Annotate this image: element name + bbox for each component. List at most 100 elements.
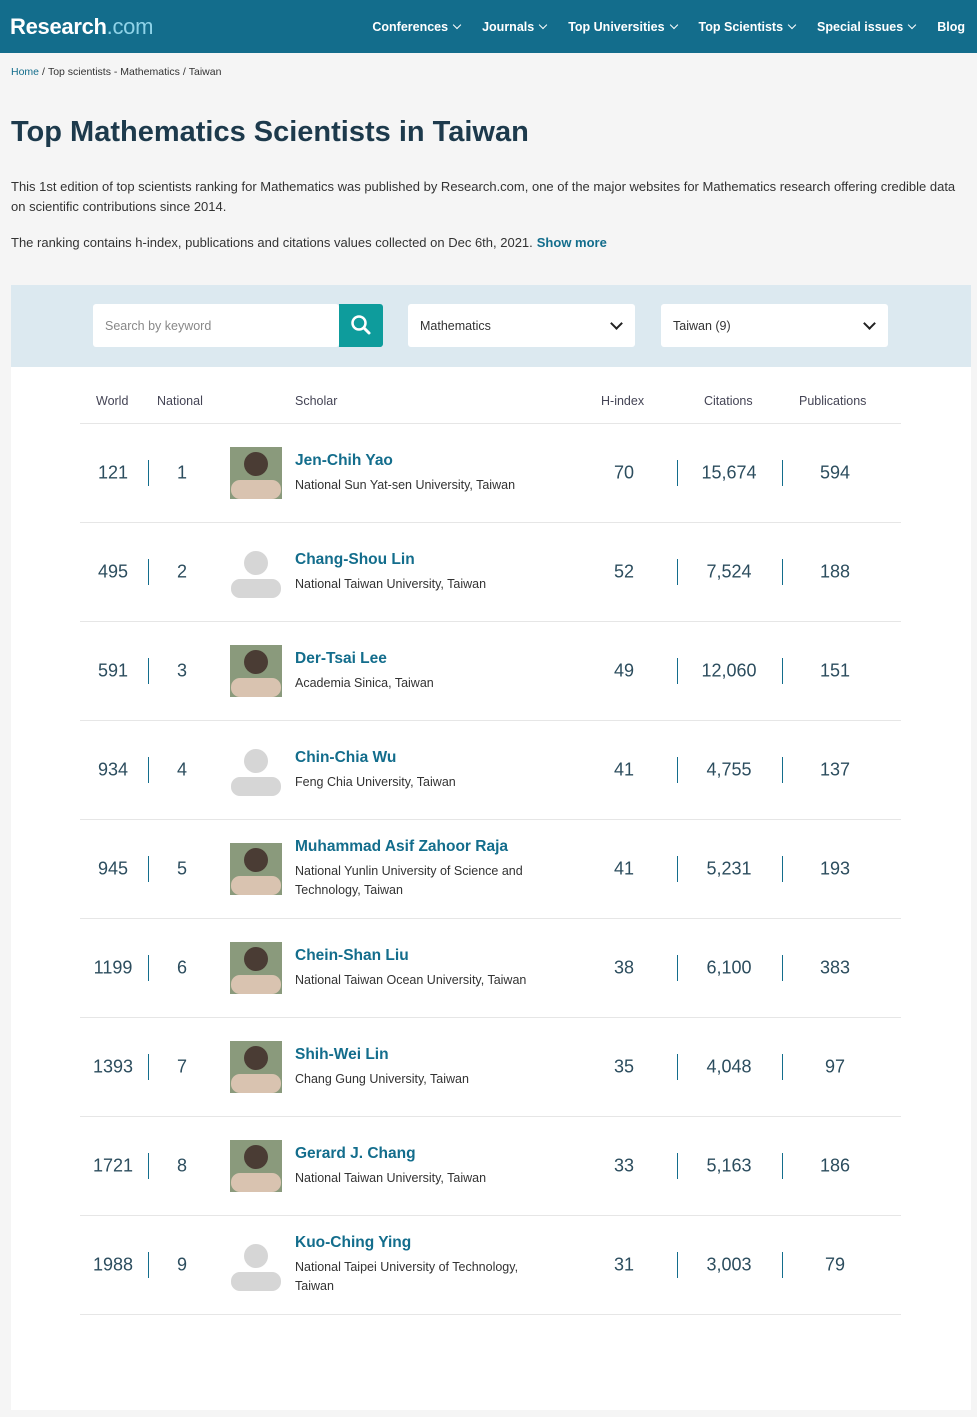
column-divider — [148, 955, 149, 981]
rank-world: 945 — [97, 858, 129, 879]
scholar-name[interactable]: Chin-Chia Wu — [295, 748, 397, 766]
rank-national: 2 — [176, 561, 188, 582]
avatar — [230, 843, 282, 895]
intro-paragraph: The ranking contains h-index, publicatio… — [11, 235, 607, 250]
nav-item[interactable]: Journals — [482, 20, 546, 34]
scholar-affiliation: Feng Chia University, Taiwan — [295, 774, 456, 789]
column-divider — [148, 1252, 149, 1278]
column-divider — [782, 955, 783, 981]
rank-world: 934 — [97, 759, 129, 780]
intro-paragraph: This 1st edition of top scientists ranki… — [11, 179, 956, 214]
rank-publications: 383 — [819, 957, 851, 978]
column-divider — [148, 460, 149, 486]
discipline-select[interactable]: Mathematics — [408, 304, 635, 347]
scholar-name[interactable]: Gerard J. Chang — [295, 1144, 416, 1162]
search-input[interactable]: Search by keyword — [93, 304, 339, 347]
breadcrumb-item: Taiwan — [188, 66, 222, 78]
nav-item[interactable]: Top Universities — [568, 20, 676, 34]
breadcrumb-item[interactable]: Home — [11, 66, 40, 78]
avatar-image — [230, 645, 282, 697]
table-row: 934 4 41 4,755 137 Chin-Chia Wu Feng Chia Univ… — [80, 721, 901, 820]
nav-item[interactable]: Conferences — [372, 20, 460, 34]
breadcrumb-item: Top scientists - Mathematics — [47, 66, 180, 78]
scholar-name[interactable]: Jen-Chih Yao — [295, 451, 393, 469]
rank-world: 495 — [97, 561, 129, 582]
column-divider — [782, 1252, 783, 1278]
rank-publications: 186 — [819, 1155, 851, 1176]
breadcrumb-separator: / — [182, 66, 186, 78]
column-divider — [782, 1153, 783, 1179]
scholar-affiliation: Academia Sinica, Taiwan — [295, 675, 434, 690]
rank-h-index: 41 — [613, 759, 635, 780]
rank-citations: 7,524 — [706, 561, 752, 582]
country-select[interactable]: Taiwan (9) — [661, 304, 888, 347]
rank-publications: 193 — [819, 858, 851, 879]
column-header: Publications — [799, 394, 867, 408]
scholar-name[interactable]: Shih-Wei Lin — [295, 1045, 389, 1063]
rank-h-index: 41 — [613, 858, 635, 879]
scholar-affiliation: National Yunlin University of Science an… — [295, 864, 523, 897]
show-more[interactable]: Show more — [536, 235, 607, 250]
column-divider — [677, 559, 678, 585]
search-button[interactable] — [339, 304, 383, 347]
column-divider — [782, 460, 783, 486]
scholar-affiliation: Chang Gung University, Taiwan — [295, 1071, 469, 1086]
column-divider — [677, 1054, 678, 1080]
column-divider — [782, 658, 783, 684]
column-divider — [782, 1054, 783, 1080]
search-icon — [351, 315, 371, 335]
table-row: 121 1 70 15,674 594 Jen-Chih Yao National Sun … — [80, 424, 901, 523]
rank-citations: 6,100 — [706, 957, 752, 978]
scholar-name[interactable]: Chein-Shan Liu — [295, 946, 409, 964]
table-row: 1721 8 33 5,163 186 Gerard J. Chang National T… — [80, 1117, 901, 1216]
rank-citations: 4,048 — [706, 1056, 752, 1077]
table-row: 1988 9 31 3,003 79 Kuo-Ching Ying National Tai… — [80, 1216, 901, 1315]
discipline-value: Mathematics — [420, 318, 491, 333]
nav: Conferences Journals Top Universities Top S… — [372, 0, 965, 53]
avatar — [230, 744, 282, 796]
avatar — [230, 1239, 282, 1291]
column-divider — [148, 559, 149, 585]
nav-item[interactable]: Special issues — [817, 20, 915, 34]
scholar-info: Gerard J. Chang National Taiwan Universit… — [295, 1145, 535, 1188]
avatar-image — [230, 942, 282, 994]
rank-citations: 3,003 — [706, 1254, 752, 1275]
scholar-name[interactable]: Der-Tsai Lee — [295, 649, 387, 667]
rank-publications: 79 — [824, 1254, 846, 1275]
breadcrumb-separator: / — [42, 66, 45, 78]
column-divider — [148, 757, 149, 783]
rank-h-index: 38 — [613, 957, 635, 978]
scholar-name[interactable]: Muhammad Asif Zahoor Raja — [295, 838, 509, 855]
rank-publications: 151 — [819, 660, 851, 681]
nav-item[interactable]: Blog — [937, 19, 965, 34]
scholar-info: Jen-Chih Yao National Sun Yat-sen Univers… — [295, 452, 535, 495]
column-header: Scholar — [295, 394, 338, 408]
scholar-name[interactable]: Kuo-Ching Ying — [295, 1234, 412, 1251]
scholar-name[interactable]: Chang-Shou Lin — [295, 550, 415, 568]
logo[interactable]: Research.com — [10, 14, 153, 40]
avatar-image — [230, 843, 282, 895]
avatar — [230, 1041, 282, 1093]
logo-suffix[interactable]: .com — [106, 13, 154, 39]
scholar-info: Der-Tsai Lee Academia Sinica, Taiwan — [295, 650, 535, 693]
avatar-image — [230, 1140, 282, 1192]
scholar-affiliation: National Sun Yat-sen University, Taiwan — [295, 477, 516, 492]
rank-citations: 5,163 — [706, 1155, 752, 1176]
avatar — [230, 645, 282, 697]
column-divider — [782, 856, 783, 882]
logo-main[interactable]: Research — [10, 13, 107, 39]
table-row: 1393 7 35 4,048 97 Shih-Wei Lin Chang Gung Uni… — [80, 1018, 901, 1117]
column-header: National — [157, 394, 203, 408]
avatar — [230, 546, 282, 598]
nav-item[interactable]: Top Scientists — [699, 20, 796, 34]
rank-world: 591 — [97, 660, 129, 681]
avatar — [230, 1140, 282, 1192]
column-header: World — [96, 394, 129, 408]
column-divider — [677, 658, 678, 684]
avatar-image — [230, 546, 282, 598]
scholar-info: Chin-Chia Wu Feng Chia University, Taiwan — [295, 749, 535, 792]
avatar-image — [230, 1239, 282, 1291]
rank-national: 9 — [176, 1254, 188, 1275]
column-divider — [677, 1252, 678, 1278]
